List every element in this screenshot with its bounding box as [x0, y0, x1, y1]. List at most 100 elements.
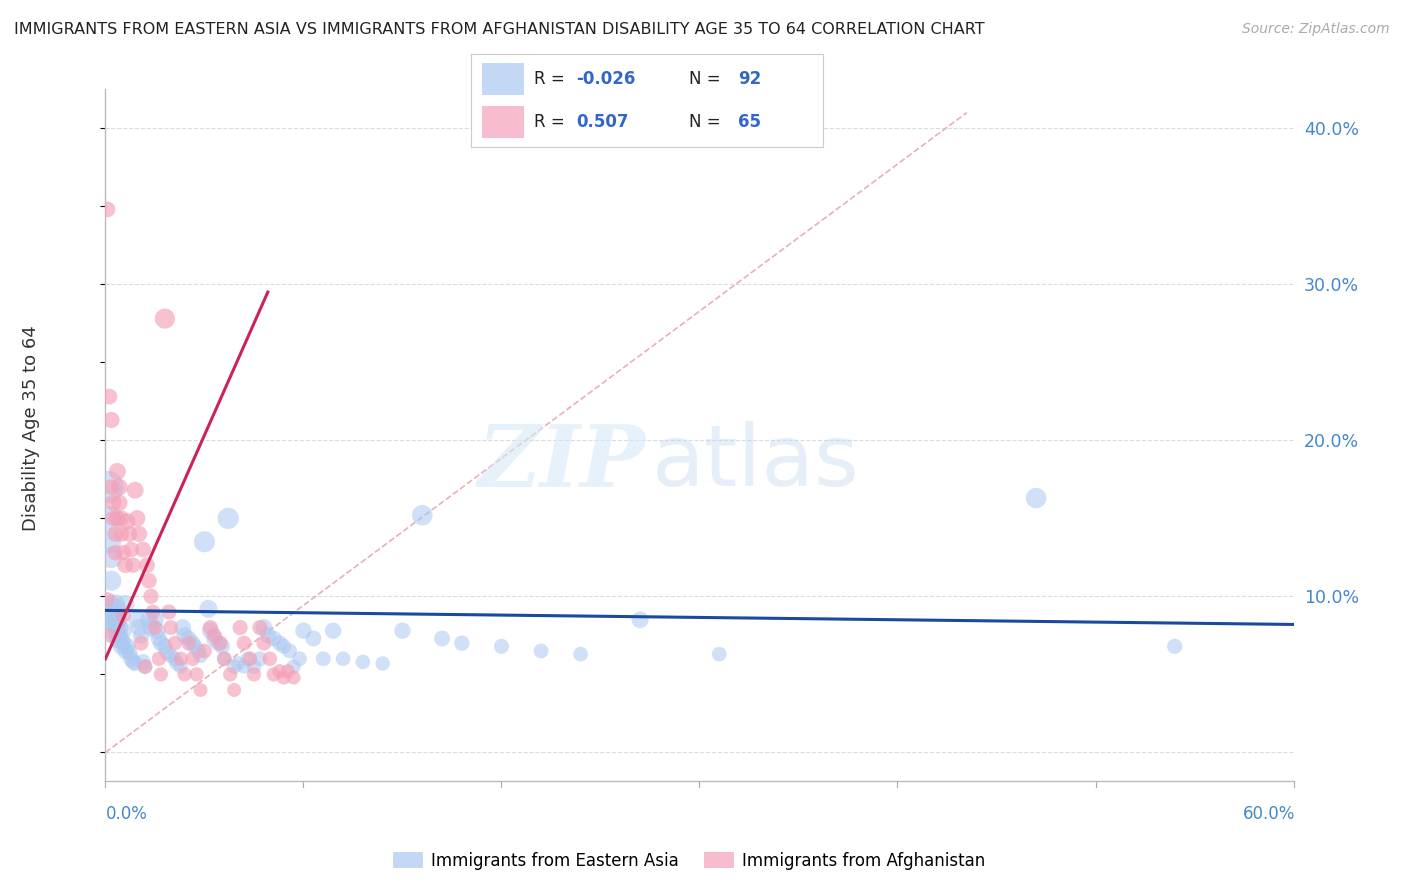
Point — [139, 590, 162, 604]
Text: Source: ZipAtlas.com: Source: ZipAtlas.com — [1241, 22, 1389, 37]
Point — [259, 652, 281, 666]
Text: 0.507: 0.507 — [576, 113, 628, 131]
Point — [108, 496, 131, 510]
Text: 65: 65 — [738, 113, 761, 131]
Point — [273, 671, 295, 685]
Point — [138, 613, 160, 627]
Point — [108, 480, 131, 494]
Point — [277, 665, 299, 679]
Point — [263, 667, 285, 681]
Point — [115, 640, 138, 654]
Point — [100, 574, 122, 588]
Point — [207, 636, 229, 650]
Point — [108, 628, 131, 642]
Point — [224, 659, 246, 673]
Point — [156, 646, 179, 660]
Point — [96, 202, 118, 217]
Point — [312, 652, 335, 666]
Point — [249, 621, 271, 635]
Point — [110, 511, 132, 525]
Point — [249, 652, 271, 666]
Text: atlas: atlas — [652, 421, 860, 504]
Point — [149, 636, 172, 650]
Point — [181, 636, 204, 650]
Point — [105, 613, 128, 627]
Point — [143, 621, 166, 635]
Point — [114, 644, 136, 658]
Point — [170, 659, 193, 673]
Text: N =: N = — [689, 113, 725, 131]
Point — [332, 652, 354, 666]
Point — [193, 534, 215, 549]
Text: 60.0%: 60.0% — [1243, 805, 1295, 822]
Point — [269, 636, 291, 650]
Point — [105, 465, 128, 479]
Point — [177, 632, 200, 646]
Point — [103, 613, 125, 627]
Point — [391, 624, 413, 638]
Point — [104, 527, 127, 541]
Point — [139, 621, 162, 635]
Point — [278, 644, 301, 658]
Point — [98, 511, 121, 525]
Point — [112, 636, 135, 650]
Point — [122, 655, 145, 669]
Point — [112, 546, 135, 560]
Point — [173, 667, 195, 681]
Point — [110, 633, 132, 648]
Point — [226, 657, 249, 671]
Text: ZIP: ZIP — [478, 421, 645, 504]
Text: Disability Age 35 to 64: Disability Age 35 to 64 — [22, 326, 39, 531]
Point — [243, 659, 266, 673]
Point — [159, 621, 181, 635]
Point — [411, 508, 433, 523]
Point — [146, 624, 169, 638]
Point — [132, 542, 155, 557]
Point — [371, 657, 394, 671]
Point — [709, 647, 731, 661]
Text: -0.026: -0.026 — [576, 70, 636, 87]
Text: N =: N = — [689, 70, 725, 87]
Point — [186, 667, 208, 681]
Point — [352, 655, 374, 669]
Point — [190, 648, 212, 663]
Point — [269, 665, 291, 679]
Point — [256, 628, 278, 642]
Point — [105, 511, 128, 525]
Point — [104, 608, 127, 623]
Point — [124, 657, 146, 671]
Point — [122, 558, 145, 573]
Point — [98, 390, 121, 404]
Point — [128, 527, 150, 541]
Point — [163, 636, 186, 650]
FancyBboxPatch shape — [482, 63, 524, 95]
Point — [236, 652, 259, 666]
Point — [302, 632, 325, 646]
Point — [263, 632, 285, 646]
Point — [104, 597, 127, 611]
Point — [103, 621, 125, 635]
Point — [292, 624, 315, 638]
Point — [430, 632, 453, 646]
Point — [233, 659, 256, 673]
Point — [112, 624, 135, 638]
Point — [163, 652, 186, 666]
Point — [202, 632, 225, 646]
Point — [104, 617, 127, 632]
Point — [136, 558, 159, 573]
Point — [118, 527, 141, 541]
Point — [214, 652, 236, 666]
Point — [138, 574, 160, 588]
Point — [103, 511, 125, 525]
Point — [243, 667, 266, 681]
Point — [129, 628, 152, 642]
Point — [273, 640, 295, 654]
Point — [105, 633, 128, 648]
Point — [134, 659, 156, 673]
Text: IMMIGRANTS FROM EASTERN ASIA VS IMMIGRANTS FROM AFGHANISTAN DISABILITY AGE 35 TO: IMMIGRANTS FROM EASTERN ASIA VS IMMIGRAN… — [14, 22, 984, 37]
Point — [104, 546, 127, 560]
Point — [1025, 491, 1047, 505]
Point — [219, 667, 242, 681]
Point — [96, 592, 118, 607]
Point — [118, 646, 141, 660]
